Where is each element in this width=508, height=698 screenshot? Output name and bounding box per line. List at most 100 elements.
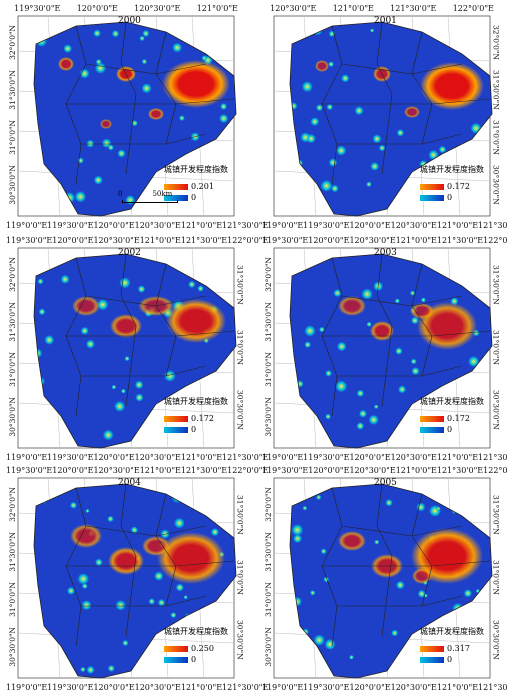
map-canvas — [17, 477, 237, 679]
legend-row-max: 0.172 — [420, 181, 484, 192]
top-lon-label: 120°30'0"E — [349, 236, 396, 245]
top-lon-label: 121°30'0"E — [180, 466, 228, 475]
year-label: 2002 — [118, 248, 141, 258]
map-panel-2002: 119°30'0"E 120°0'0"E 120°30'0"E 121°0'0"E 12… — [6, 236, 268, 462]
left-lat-label: 30°30'0"N — [7, 165, 17, 205]
legend-row-max: 0.317 — [420, 643, 484, 654]
legend-min-value: 0 — [447, 655, 453, 664]
top-lon-labels: 119°30'0"E 120°0'0"E 120°30'0"E 121°0'0"E 12… — [262, 236, 508, 245]
legend-max-value: 0.172 — [191, 414, 214, 423]
left-lat-label: 30°30'0"N — [263, 627, 273, 667]
legend-swatch — [420, 194, 444, 201]
legend-swatch — [420, 415, 444, 422]
bottom-lon-label: 121°0'0"E — [180, 221, 223, 230]
bottom-lon-label: 121°0'0"E — [180, 683, 223, 692]
top-lon-label: 122°0'0"E — [227, 466, 269, 475]
right-lat-labels: 31°30'0"N 31°0'0"N 30°30'0"N — [234, 252, 246, 442]
bottom-lon-label: 119°30'0"E — [47, 221, 94, 230]
bottom-lon-label: 119°0'0"E — [6, 683, 48, 692]
right-lat-labels: 31°30'0"N 31°0'0"N 30°30'0"N — [490, 252, 502, 442]
scale-bar: 0 50km — [118, 190, 178, 203]
legend-max-value: 0.172 — [447, 182, 470, 191]
top-lon-labels: 119°30'0"E 120°0'0"E 120°30'0"E 121°0'0"E 12… — [262, 466, 508, 475]
left-lat-label: 32°0'0"N — [7, 25, 17, 61]
legend-row-min: 0 — [420, 424, 484, 435]
bottom-lon-label: 119°0'0"E — [262, 683, 304, 692]
bottom-lon-label: 120°0'0"E — [93, 221, 135, 230]
bottom-lon-label: 119°30'0"E — [303, 453, 350, 462]
legend-row-min: 0 — [164, 654, 228, 665]
left-lat-label: 31°0'0"N — [263, 582, 273, 617]
right-lat-label: 30°30'0"N — [235, 619, 245, 660]
top-lon-label: 121°30'0"E — [180, 236, 228, 245]
bottom-lon-label: 119°30'0"E — [303, 683, 350, 692]
right-lat-label: 30°30'0"N — [491, 165, 501, 205]
right-lat-label: 31°0'0"N — [491, 120, 501, 155]
map-panel-2003: 119°30'0"E 120°0'0"E 120°30'0"E 121°0'0"E 12… — [262, 236, 508, 462]
map-panel-2000: 119°30'0"E 120°0'0"E 120°30'0"E 121°0'0"E 11… — [6, 4, 268, 230]
bottom-lon-label: 121°30'0"E — [222, 683, 269, 692]
top-lon-label: 120°0'0"E — [308, 236, 350, 245]
year-label: 2004 — [118, 478, 141, 488]
top-lon-label: 119°30'0"E — [262, 236, 309, 245]
legend-swatch — [164, 415, 188, 422]
legend: 城镇开发程度指数 0.250 0 — [164, 626, 228, 665]
bottom-lon-label: 121°0'0"E — [436, 453, 479, 462]
legend: 城镇开发程度指数 0.172 0 — [420, 164, 484, 203]
top-lon-labels: 120°30'0"E 121°0'0"E 121°30'0"E 122°0'0"E — [262, 4, 502, 13]
left-lat-label: 31°30'0"N — [7, 302, 17, 342]
map-panel-2004: 119°30'0"E 120°0'0"E 120°30'0"E 121°0'0"E 12… — [6, 466, 268, 692]
top-lon-label: 120°0'0"E — [52, 236, 94, 245]
legend-swatch — [420, 656, 444, 663]
right-lat-labels: 31°30'0"N 31°0'0"N 30°30'0"N — [490, 482, 502, 672]
top-lon-label: 119°30'0"E — [6, 236, 53, 245]
legend-title: 城镇开发程度指数 — [420, 397, 484, 406]
bottom-lon-label: 120°30'0"E — [390, 221, 437, 230]
top-lon-label: 119°30'0"E — [6, 466, 53, 475]
right-lat-label: 31°30'0"N — [235, 494, 245, 535]
right-lat-label: 31°0'0"N — [491, 559, 501, 595]
legend-row-max: 0.250 — [164, 643, 228, 654]
legend-min-value: 0 — [191, 425, 197, 434]
top-lon-label: 122°0'0"E — [452, 4, 494, 13]
year-label: 2000 — [118, 16, 141, 26]
bottom-lon-label: 120°30'0"E — [134, 453, 181, 462]
top-lon-label: 121°30'0"E — [436, 466, 484, 475]
top-lon-label: 121°0'0"E — [196, 4, 238, 13]
top-lon-label: 120°0'0"E — [76, 4, 118, 13]
bottom-lon-label: 119°30'0"E — [47, 453, 94, 462]
top-lon-label: 120°30'0"E — [93, 466, 140, 475]
legend: 城镇开发程度指数 0.172 0 — [420, 396, 484, 435]
bottom-lon-label: 119°30'0"E — [303, 221, 350, 230]
legend-swatch — [420, 426, 444, 433]
right-lat-labels: 32°0'0"N 31°30'0"N 31°0'0"N 30°30'0"N — [490, 20, 502, 210]
bottom-lon-label: 120°0'0"E — [349, 683, 391, 692]
scale-distance: 50km — [152, 190, 173, 198]
map-panel-2005: 119°30'0"E 120°0'0"E 120°30'0"E 121°0'0"E 12… — [262, 466, 508, 692]
bottom-lon-label: 120°0'0"E — [93, 683, 135, 692]
right-lat-label: 30°30'0"N — [491, 389, 501, 430]
legend-swatch — [420, 645, 444, 652]
year-label: 2005 — [374, 478, 397, 488]
right-lat-label: 30°30'0"N — [235, 389, 245, 430]
right-lat-label: 31°0'0"N — [491, 329, 501, 365]
top-lon-label: 121°0'0"E — [332, 4, 374, 13]
top-lon-label: 122°0'0"E — [483, 466, 508, 475]
legend-swatch — [164, 656, 188, 663]
right-lat-label: 31°0'0"N — [235, 329, 245, 365]
legend-title: 城镇开发程度指数 — [420, 165, 484, 174]
bottom-lon-label: 121°30'0"E — [478, 221, 508, 230]
right-lat-labels: 31°30'0"N 31°0'0"N 30°30'0"N — [234, 482, 246, 672]
right-lat-label: 30°30'0"N — [491, 619, 501, 660]
legend: 城镇开发程度指数 0.201 0 — [164, 164, 228, 203]
top-lon-label: 120°30'0"E — [270, 4, 317, 13]
bottom-lon-label: 119°0'0"E — [262, 221, 304, 230]
legend: 城镇开发程度指数 0.317 0 — [420, 626, 484, 665]
legend-row-max: 0.172 — [164, 413, 228, 424]
scale-zero: 0 — [118, 190, 123, 198]
bottom-lon-label: 120°30'0"E — [134, 221, 181, 230]
legend-max-value: 0.250 — [191, 644, 214, 653]
bottom-lon-label: 121°30'0"E — [478, 453, 508, 462]
left-lat-labels: 32°0'0"N 31°30'0"N 31°0'0"N 30°30'0"N — [262, 252, 274, 442]
bottom-lon-labels: 119°0'0"E 119°30'0"E 120°0'0"E 120°30'0"E 12… — [262, 683, 508, 692]
